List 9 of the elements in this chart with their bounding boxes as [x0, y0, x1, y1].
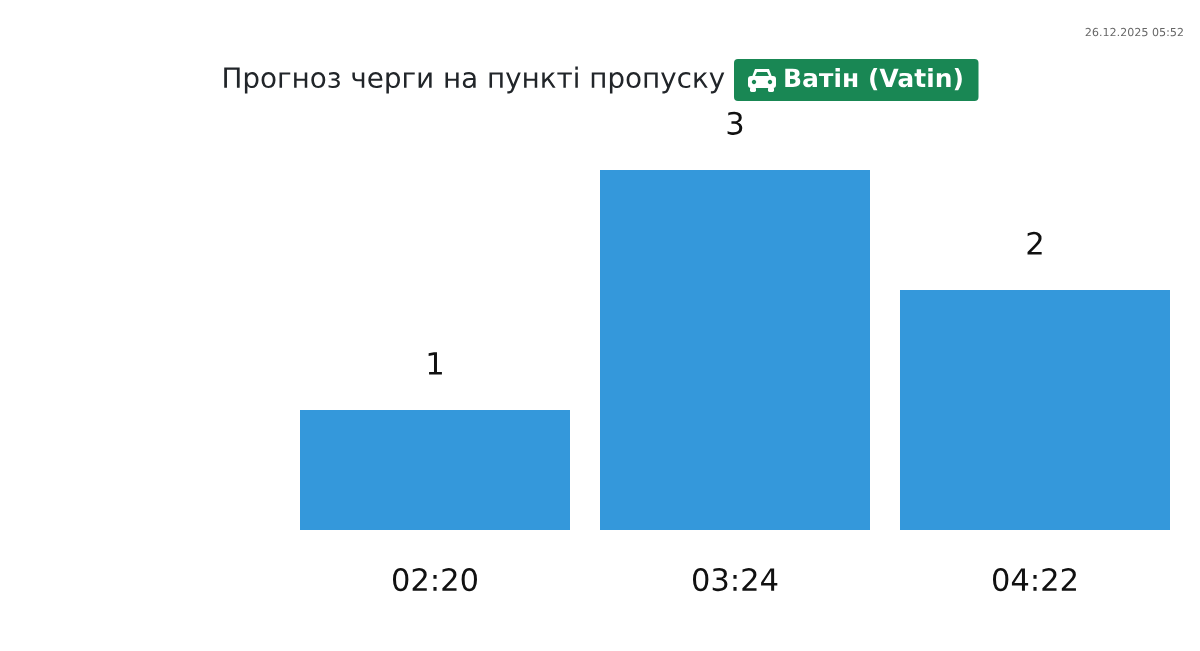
- x-tick-label: 02:20: [392, 568, 477, 592]
- chart-subtitle: Ватін (Vatin): [785, 67, 962, 91]
- x-tick-label: 04:22: [992, 568, 1076, 592]
- chart-title: Прогноз черги на пункті пропуску: [224, 66, 725, 94]
- x-tick-label: 03:24: [692, 568, 778, 592]
- data-label: 1: [428, 352, 442, 375]
- text: 26.12.2025 05:52: [1085, 27, 1183, 37]
- data-label: 3: [727, 111, 743, 135]
- data-label: 2: [1027, 231, 1042, 255]
